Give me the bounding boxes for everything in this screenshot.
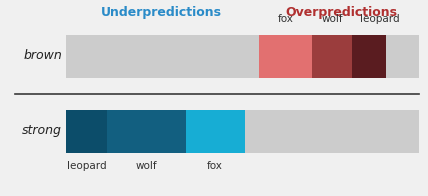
Text: brown: brown — [23, 49, 62, 62]
Text: fox: fox — [278, 14, 294, 24]
Text: wolf: wolf — [136, 161, 158, 171]
Bar — [245, 110, 419, 153]
Bar — [107, 110, 187, 153]
Bar — [66, 35, 259, 78]
Text: strong: strong — [22, 124, 62, 137]
Bar — [259, 35, 312, 78]
Text: wolf: wolf — [322, 14, 343, 24]
Bar — [352, 35, 386, 78]
Text: fox: fox — [207, 161, 223, 171]
Text: Overpredictions: Overpredictions — [286, 6, 398, 19]
Bar — [386, 35, 419, 78]
Bar — [66, 110, 107, 153]
Bar — [312, 35, 352, 78]
Text: Underpredictions: Underpredictions — [101, 6, 222, 19]
Text: leopard: leopard — [360, 14, 400, 24]
Text: leopard: leopard — [67, 161, 107, 171]
Bar — [187, 110, 245, 153]
